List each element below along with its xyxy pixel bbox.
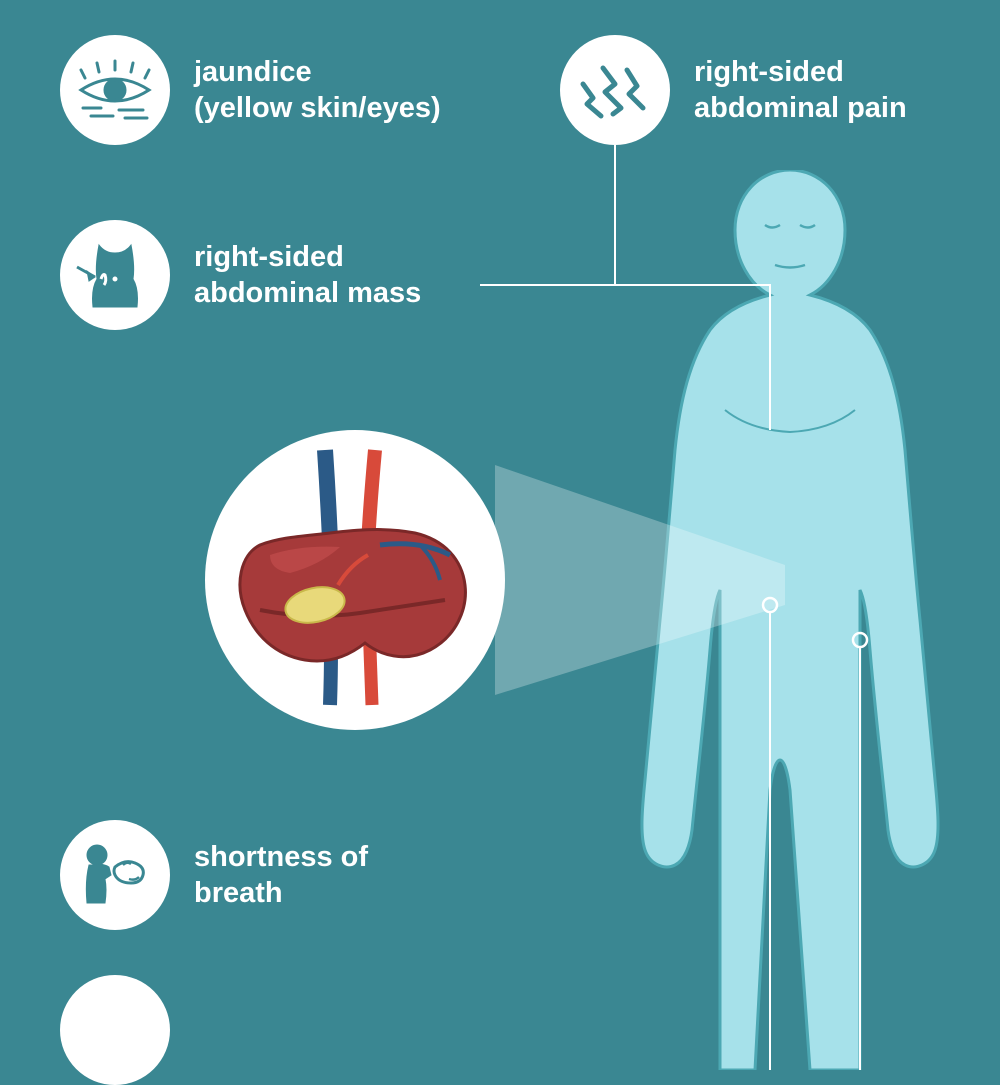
liver-detail-circle	[205, 430, 505, 730]
jaundice-label: jaundice (yellow skin/eyes)	[194, 54, 441, 127]
pain-label-line1: right-sided	[694, 56, 844, 88]
symptom-shortness-breath: shortness of breath	[60, 820, 368, 930]
partial-icon-circle	[60, 975, 170, 1085]
human-body-figure	[550, 170, 1000, 1070]
breath-icon	[71, 831, 159, 919]
jaundice-label-line1: jaundice	[194, 56, 312, 88]
pain-zigzag-icon	[571, 46, 659, 134]
liver-icon	[220, 445, 490, 715]
mass-label: right-sided abdominal mass	[194, 239, 421, 312]
breath-label: shortness of breath	[194, 839, 368, 912]
mass-icon-circle	[60, 220, 170, 330]
torso-arrow-icon	[71, 231, 159, 319]
mass-label-line2: abdominal mass	[194, 277, 421, 309]
jaundice-icon-circle	[60, 35, 170, 145]
jaundice-label-line2: (yellow skin/eyes)	[194, 92, 441, 124]
breath-label-line1: shortness of	[194, 841, 368, 873]
symptom-abdominal-pain: right-sided abdominal pain	[560, 35, 907, 145]
breath-icon-circle	[60, 820, 170, 930]
eye-icon	[71, 46, 159, 134]
symptom-abdominal-mass: right-sided abdominal mass	[60, 220, 421, 330]
breath-label-line2: breath	[194, 877, 283, 909]
pain-label: right-sided abdominal pain	[694, 54, 907, 127]
symptom-jaundice: jaundice (yellow skin/eyes)	[60, 35, 441, 145]
pain-icon-circle	[560, 35, 670, 145]
mass-label-line1: right-sided	[194, 241, 344, 273]
pain-label-line2: abdominal pain	[694, 92, 907, 124]
